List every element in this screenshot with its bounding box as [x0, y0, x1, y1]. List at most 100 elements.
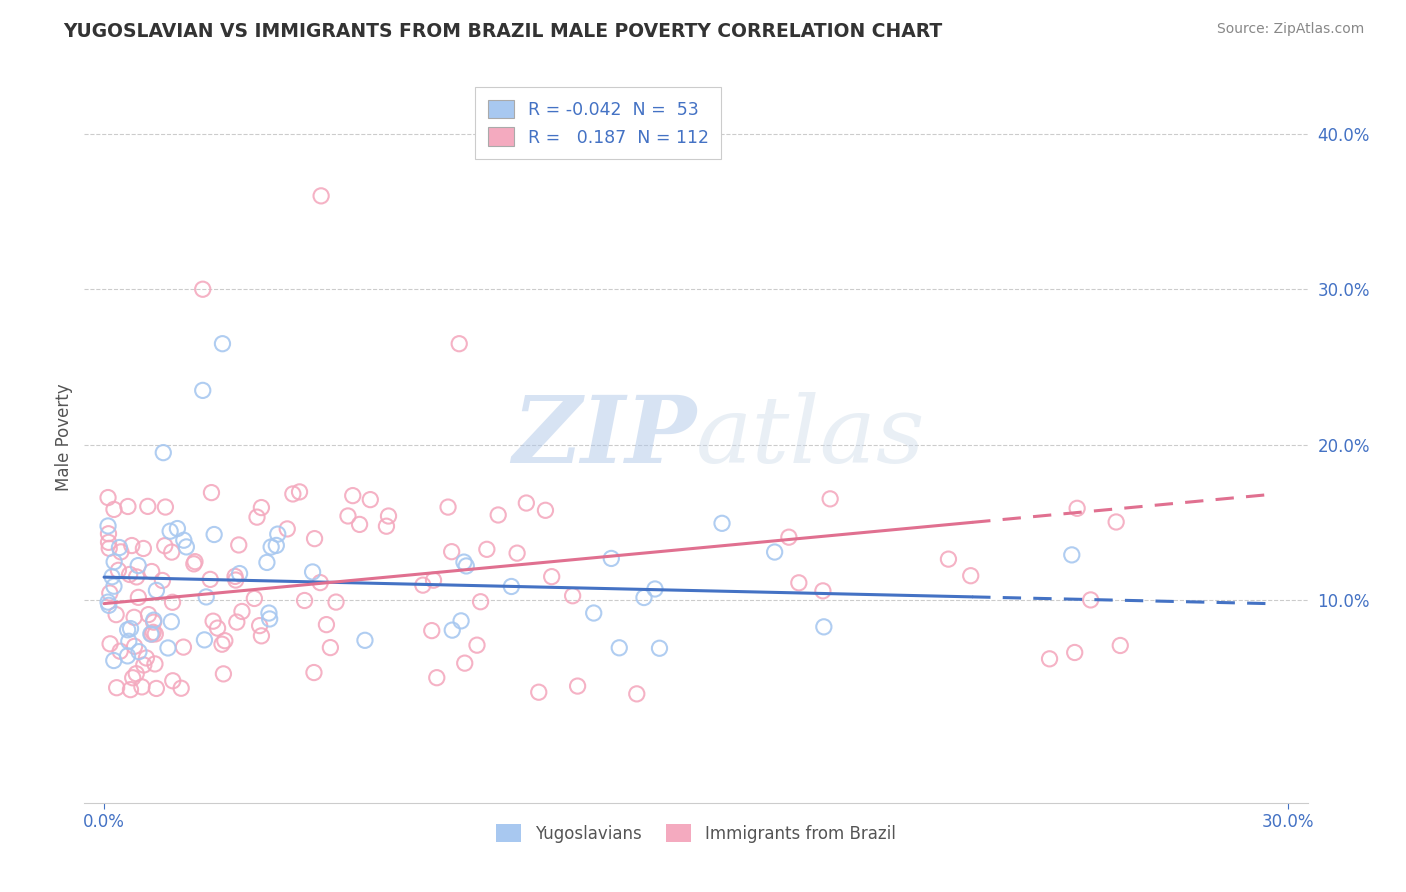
Point	[128, 645, 150, 659]
Point	[811, 583, 834, 598]
Point	[260, 540, 283, 554]
Point	[139, 627, 162, 641]
Point	[103, 579, 125, 593]
Point	[135, 651, 157, 665]
Point	[506, 546, 529, 560]
Point	[349, 517, 371, 532]
Point	[142, 625, 165, 640]
Legend: Yugoslavians, Immigrants from Brazil: Yugoslavians, Immigrants from Brazil	[489, 818, 903, 849]
Point	[938, 552, 960, 566]
Point	[1109, 639, 1132, 653]
Point	[224, 569, 246, 583]
Point	[143, 627, 166, 641]
Point	[600, 551, 623, 566]
Point	[125, 570, 148, 584]
Point	[191, 384, 214, 398]
Point	[101, 570, 124, 584]
Point	[319, 640, 342, 655]
Point	[257, 606, 280, 620]
Point	[105, 607, 128, 622]
Point	[120, 682, 142, 697]
Point	[567, 679, 589, 693]
Point	[176, 540, 198, 554]
Point	[200, 573, 222, 587]
Point	[420, 624, 443, 638]
Point	[159, 524, 181, 539]
Point	[607, 640, 630, 655]
Point	[813, 620, 835, 634]
Point	[228, 538, 250, 552]
Point	[97, 599, 120, 613]
Point	[155, 500, 177, 514]
Point	[301, 565, 323, 579]
Point	[212, 666, 235, 681]
Point	[437, 500, 460, 514]
Point	[142, 615, 165, 629]
Point	[103, 555, 125, 569]
Point	[162, 595, 184, 609]
Point	[515, 496, 537, 510]
Point	[156, 640, 179, 655]
Point	[470, 595, 492, 609]
Point	[184, 555, 207, 569]
Point	[98, 586, 121, 600]
Point	[125, 666, 148, 681]
Point	[259, 612, 281, 626]
Point	[98, 637, 121, 651]
Point	[183, 557, 205, 571]
Point	[644, 582, 666, 596]
Point	[110, 545, 132, 559]
Point	[276, 522, 298, 536]
Point	[267, 527, 290, 541]
Point	[281, 487, 304, 501]
Point	[449, 336, 471, 351]
Y-axis label: Male Poverty: Male Poverty	[55, 384, 73, 491]
Point	[1060, 548, 1083, 562]
Point	[266, 538, 288, 552]
Point	[249, 618, 271, 632]
Point	[193, 632, 215, 647]
Point	[475, 542, 498, 557]
Point	[633, 591, 655, 605]
Point	[228, 566, 250, 581]
Point	[250, 500, 273, 515]
Point	[456, 558, 478, 573]
Point	[145, 583, 167, 598]
Point	[302, 665, 325, 680]
Point	[1063, 645, 1085, 659]
Text: Source: ZipAtlas.com: Source: ZipAtlas.com	[1216, 22, 1364, 37]
Point	[166, 522, 188, 536]
Point	[141, 565, 163, 579]
Point	[426, 671, 449, 685]
Point	[207, 621, 229, 635]
Point	[211, 336, 233, 351]
Point	[127, 558, 149, 573]
Point	[142, 613, 165, 627]
Point	[527, 685, 550, 699]
Point	[412, 578, 434, 592]
Point	[354, 633, 377, 648]
Text: atlas: atlas	[696, 392, 925, 482]
Point	[375, 519, 398, 533]
Point	[170, 681, 193, 696]
Point	[711, 516, 734, 531]
Point	[97, 535, 120, 549]
Point	[97, 491, 120, 505]
Point	[97, 519, 120, 533]
Point	[120, 622, 142, 636]
Point	[336, 508, 359, 523]
Point	[441, 623, 464, 637]
Point	[118, 634, 141, 648]
Point	[787, 575, 810, 590]
Point	[103, 654, 125, 668]
Point	[173, 533, 195, 548]
Point	[160, 615, 183, 629]
Point	[534, 503, 557, 517]
Point	[243, 591, 266, 606]
Point	[152, 574, 174, 588]
Point	[97, 595, 120, 609]
Point	[309, 575, 332, 590]
Point	[959, 568, 981, 582]
Point	[105, 681, 128, 695]
Point	[225, 573, 247, 587]
